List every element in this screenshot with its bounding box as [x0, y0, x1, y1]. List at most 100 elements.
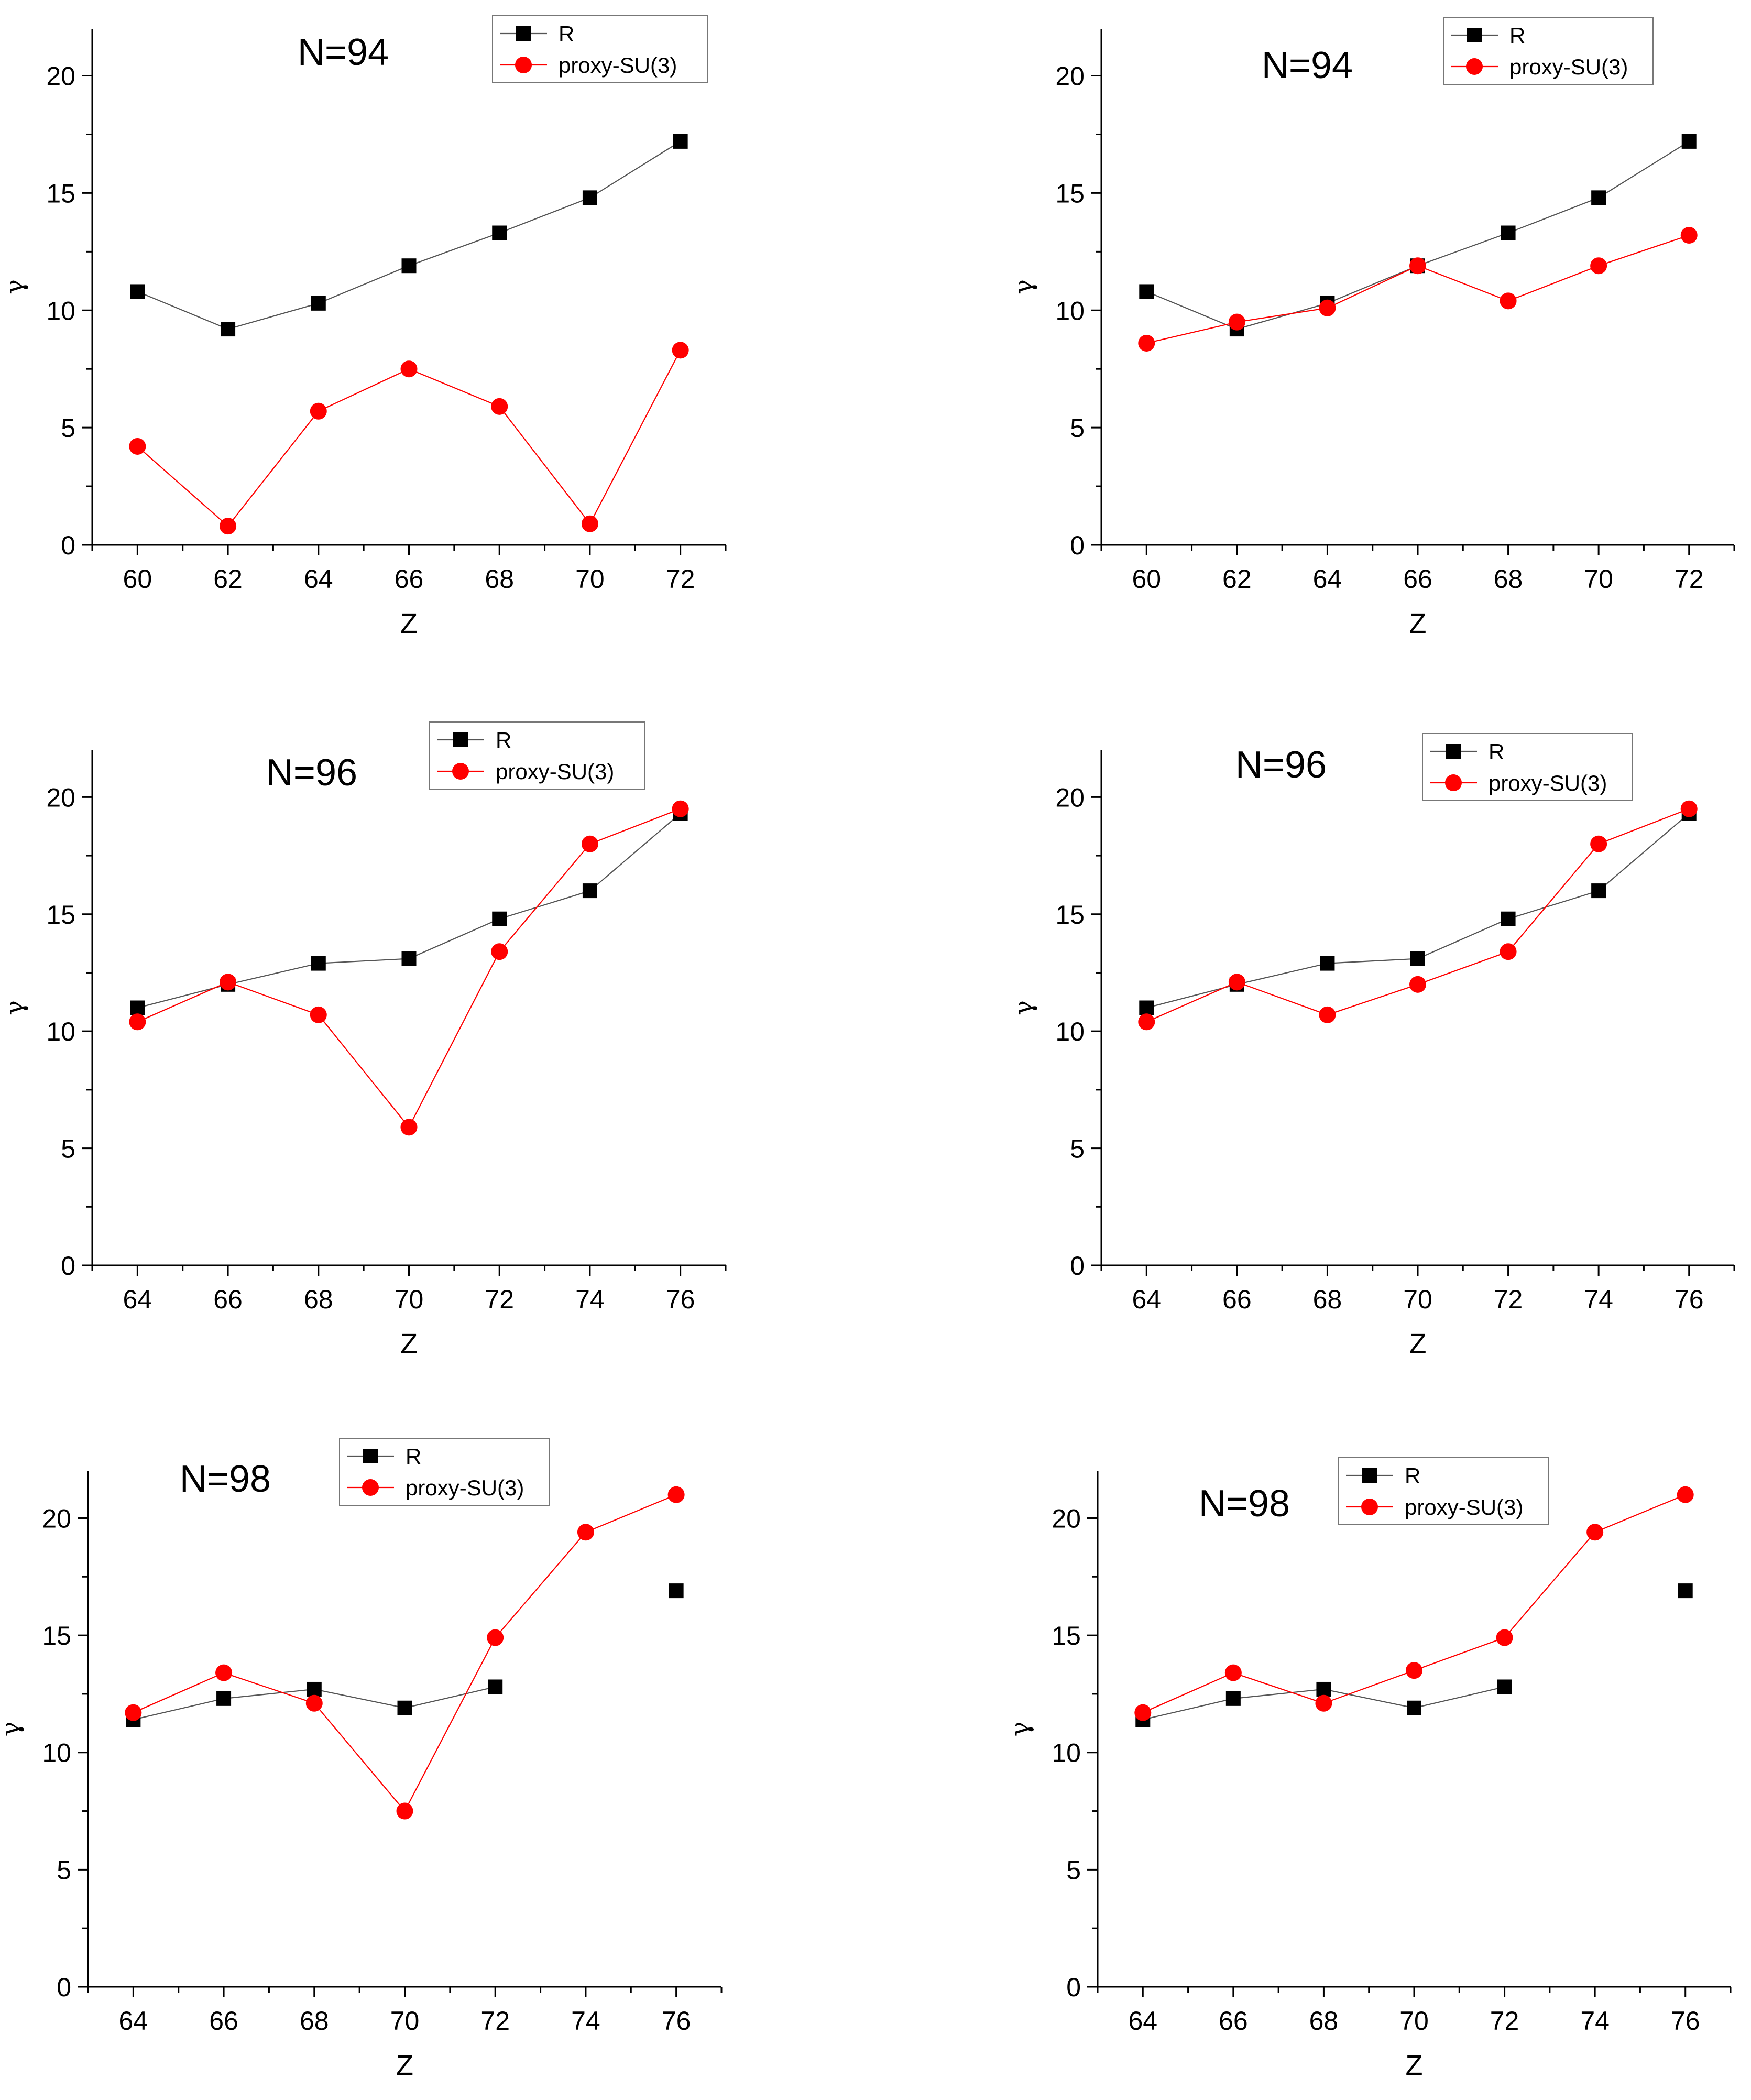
legend-label: R: [496, 728, 511, 752]
point-R: [1139, 1000, 1154, 1015]
point-proxy-su3: [400, 1119, 418, 1136]
x-tick-label: 68: [1494, 564, 1523, 594]
x-tick-label: 76: [1675, 1285, 1704, 1314]
legend-label: proxy-SU(3): [559, 53, 677, 78]
x-tick-label: 72: [485, 1285, 514, 1314]
x-tick-label: 70: [1399, 2006, 1429, 2036]
x-axis-title: Z: [1409, 608, 1427, 639]
legend-label: proxy-SU(3): [496, 759, 614, 784]
series-proxy-su3: [129, 800, 689, 1136]
point-R: [1591, 190, 1606, 205]
y-tick-label: 5: [1070, 413, 1085, 443]
x-tick-label: 64: [1128, 2006, 1157, 2036]
point-proxy-su3: [487, 1629, 504, 1646]
panel-title: N=96: [266, 752, 357, 794]
legend-marker-R: [1362, 1468, 1377, 1483]
x-tick-label: 70: [1403, 1285, 1432, 1314]
x-tick-label: 66: [1222, 1285, 1252, 1314]
x-axis-title: Z: [400, 1328, 418, 1360]
x-tick-label: 66: [213, 1285, 243, 1314]
point-proxy-su3: [1134, 1704, 1152, 1721]
x-tick-label: 72: [666, 564, 695, 594]
point-proxy-su3: [1586, 1524, 1604, 1541]
point-R: [582, 883, 597, 899]
series-R: [130, 134, 688, 337]
x-axis-title: Z: [400, 608, 418, 639]
x-tick-label: 72: [1494, 1285, 1523, 1314]
point-proxy-su3: [577, 1524, 594, 1541]
y-tick-label: 10: [46, 296, 75, 325]
series-R: [1135, 1583, 1693, 1727]
point-R: [673, 134, 688, 149]
y-tick-label: 10: [1055, 296, 1085, 325]
point-proxy-su3: [1500, 292, 1517, 310]
point-R: [130, 1000, 145, 1015]
series-R: [1139, 134, 1697, 337]
legend-label: R: [559, 21, 574, 46]
point-proxy-su3: [491, 943, 508, 960]
point-proxy-su3: [310, 1006, 327, 1023]
y-axis-title: γ: [0, 1722, 25, 1737]
y-axis-title: γ: [1005, 1722, 1035, 1737]
legend-marker-R: [1467, 28, 1482, 42]
point-R: [1225, 1691, 1241, 1706]
point-R: [488, 1679, 503, 1694]
point-proxy-su3: [305, 1694, 323, 1712]
point-R: [492, 225, 507, 240]
series-R: [126, 1583, 684, 1727]
x-tick-label: 68: [304, 1285, 333, 1314]
panel-title: N=96: [1235, 744, 1327, 786]
y-tick-label: 10: [42, 1738, 71, 1768]
x-tick-label: 72: [1490, 2006, 1519, 2036]
y-tick-label: 5: [1070, 1134, 1085, 1164]
series-proxy-su3: [1138, 800, 1698, 1031]
x-tick-label: 70: [390, 2006, 420, 2036]
point-R: [669, 1583, 684, 1599]
series-proxy-su3: [1138, 227, 1698, 352]
point-proxy-su3: [667, 1486, 685, 1503]
point-proxy-su3: [581, 835, 598, 852]
x-tick-label: 64: [1313, 564, 1342, 594]
legend-marker-proxy-su3: [1445, 774, 1462, 791]
point-proxy-su3: [129, 1013, 146, 1031]
point-R: [1407, 1700, 1421, 1715]
point-proxy-su3: [1138, 1013, 1155, 1031]
x-tick-label: 68: [300, 2006, 329, 2036]
panel-title: N=98: [180, 1458, 271, 1500]
y-tick-label: 0: [61, 531, 75, 560]
y-tick-label: 5: [61, 1134, 75, 1164]
y-tick-label: 5: [1066, 1855, 1081, 1885]
x-tick-label: 60: [123, 564, 152, 594]
point-R: [311, 956, 326, 971]
point-R: [311, 296, 326, 311]
x-axis-title: Z: [1409, 1328, 1427, 1360]
x-tick-label: 76: [1671, 2006, 1700, 2036]
x-tick-label: 64: [119, 2006, 148, 2036]
point-proxy-su3: [1677, 1486, 1694, 1503]
legend-label: proxy-SU(3): [1405, 1495, 1523, 1519]
y-tick-label: 15: [1052, 1621, 1081, 1650]
x-tick-label: 74: [571, 2006, 600, 2036]
y-tick-label: 20: [46, 783, 75, 812]
x-tick-label: 76: [662, 2006, 691, 2036]
series-line: [1146, 234, 1690, 344]
point-proxy-su3: [220, 974, 237, 991]
y-axis-title: γ: [0, 279, 29, 294]
x-tick-label: 62: [1222, 564, 1252, 594]
point-proxy-su3: [672, 342, 689, 359]
legend-marker-proxy-su3: [1361, 1499, 1378, 1515]
series-proxy-su3: [129, 342, 689, 535]
legend-marker-R: [363, 1449, 378, 1463]
point-proxy-su3: [1228, 313, 1245, 331]
series-proxy-su3: [1134, 1486, 1694, 1721]
legend-label: R: [1509, 23, 1525, 48]
series-proxy-su3: [125, 1486, 685, 1820]
y-tick-label: 20: [42, 1504, 71, 1533]
y-tick-label: 10: [46, 1017, 75, 1046]
